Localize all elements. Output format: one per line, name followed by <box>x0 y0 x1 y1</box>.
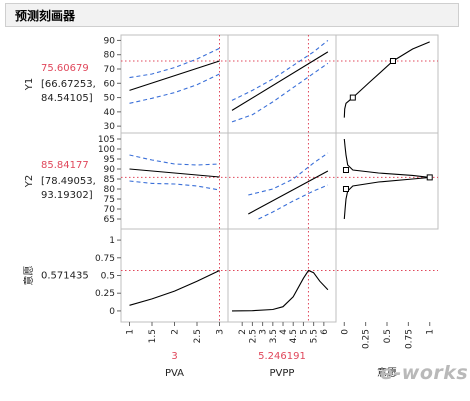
factor-value: 3 <box>171 351 177 362</box>
response-ci-low: [78.49053, <box>41 176 96 187</box>
response-value: 0.571435 <box>41 271 89 282</box>
prediction-line <box>129 60 220 91</box>
x-tick-label: 0.75 <box>404 329 414 349</box>
y-tick-label: 85 <box>104 175 115 185</box>
x-tick-label: 3 <box>259 329 269 335</box>
response-ci-high: 84.54105] <box>41 93 93 104</box>
ci-upper-line <box>231 39 329 101</box>
panel-frame <box>120 132 229 230</box>
x-tick-label: 1.5 <box>148 329 158 343</box>
x-tick-label: 3.5 <box>269 329 279 343</box>
x-tick-label: 0.5 <box>383 329 393 343</box>
panel-frame <box>335 34 439 134</box>
x-tick-label: 5.5 <box>310 329 320 343</box>
y-tick-label: 50 <box>104 94 116 104</box>
x-tick-label: 2 <box>171 329 181 335</box>
y-tick-label: 0.25 <box>95 289 115 299</box>
panel-frame <box>120 34 229 134</box>
ci-lower-line <box>231 62 329 123</box>
panel-frame <box>227 34 337 134</box>
panel-frame <box>120 228 229 323</box>
desirability-marker <box>426 174 433 181</box>
x-tick-label: 1 <box>126 329 136 335</box>
y-tick-label: 100 <box>98 145 115 155</box>
x-tick-label: 6 <box>320 329 330 335</box>
y-tick-label: 0.75 <box>95 254 115 264</box>
profiler-title: 预测刻画器 <box>15 9 76 23</box>
prediction-line <box>248 170 329 215</box>
y-tick-label: 30 <box>104 122 116 132</box>
y-tick-label: 65 <box>104 215 115 225</box>
y-tick-label: 105 <box>98 135 115 145</box>
y-tick-label: 80 <box>104 185 116 195</box>
ci-lower-line <box>129 73 220 104</box>
y-tick-label: 75 <box>104 195 115 205</box>
prediction-line <box>129 270 220 306</box>
y-tick-label: 70 <box>104 205 116 215</box>
x-tick-label: 2.5 <box>248 329 258 343</box>
response-name: Y2 <box>24 175 35 188</box>
panel-frame <box>227 132 337 230</box>
y-tick-label: 80 <box>104 51 116 61</box>
ci-lower-line <box>129 180 220 191</box>
x-tick-label: 0 <box>340 329 350 335</box>
desirability-marker <box>389 58 396 64</box>
ci-lower-line <box>258 184 329 220</box>
x-tick-label: 4 <box>279 329 289 335</box>
desirability-marker <box>349 94 356 101</box>
x-tick-label: 5 <box>299 329 309 335</box>
x-tick-label: 4.5 <box>289 329 299 343</box>
factor-name: 意愿 <box>377 366 397 379</box>
ci-upper-line <box>248 152 329 196</box>
prediction-line <box>231 269 329 312</box>
factor-name: PVA <box>165 368 184 379</box>
y-tick-label: 1 <box>109 236 115 246</box>
y-tick-label: 0.5 <box>101 272 115 282</box>
prediction-line <box>343 138 430 220</box>
factor-name: PVPP <box>270 368 295 379</box>
ci-upper-line <box>129 154 220 166</box>
y-tick-label: 60 <box>104 79 116 89</box>
prediction-line <box>231 51 329 111</box>
y-tick-label: 90 <box>104 165 116 175</box>
prediction-line <box>129 168 220 178</box>
desirability-marker <box>342 186 349 192</box>
x-tick-label: 3 <box>216 329 226 335</box>
response-value: 75.60679 <box>41 63 89 74</box>
response-name: 意愿 <box>22 266 35 286</box>
y-tick-label: 95 <box>104 155 115 165</box>
x-tick-label: 1 <box>426 329 436 335</box>
factor-value: 5.246191 <box>258 351 306 362</box>
x-tick-label: 2.5 <box>193 329 203 343</box>
y-tick-label: 40 <box>104 108 116 118</box>
y-tick-label: 70 <box>104 65 116 75</box>
response-name: Y1 <box>24 78 35 91</box>
response-ci-high: 93.19302] <box>41 190 93 201</box>
prediction-line <box>343 41 430 118</box>
y-tick-label: 0 <box>109 307 115 317</box>
x-tick-label: 0.25 <box>362 329 372 349</box>
profiler-header[interactable]: 预测刻画器 <box>5 3 459 27</box>
response-ci-low: [66.67253, <box>41 79 96 90</box>
ci-upper-line <box>129 47 220 79</box>
e-works-watermark: e-works <box>380 362 469 384</box>
desirability-marker <box>342 167 349 173</box>
response-value: 85.84177 <box>41 160 89 171</box>
x-tick-label: 2 <box>238 329 248 335</box>
y-tick-label: 90 <box>104 36 116 46</box>
panel-frame <box>335 132 439 230</box>
panel-frame <box>227 228 337 323</box>
